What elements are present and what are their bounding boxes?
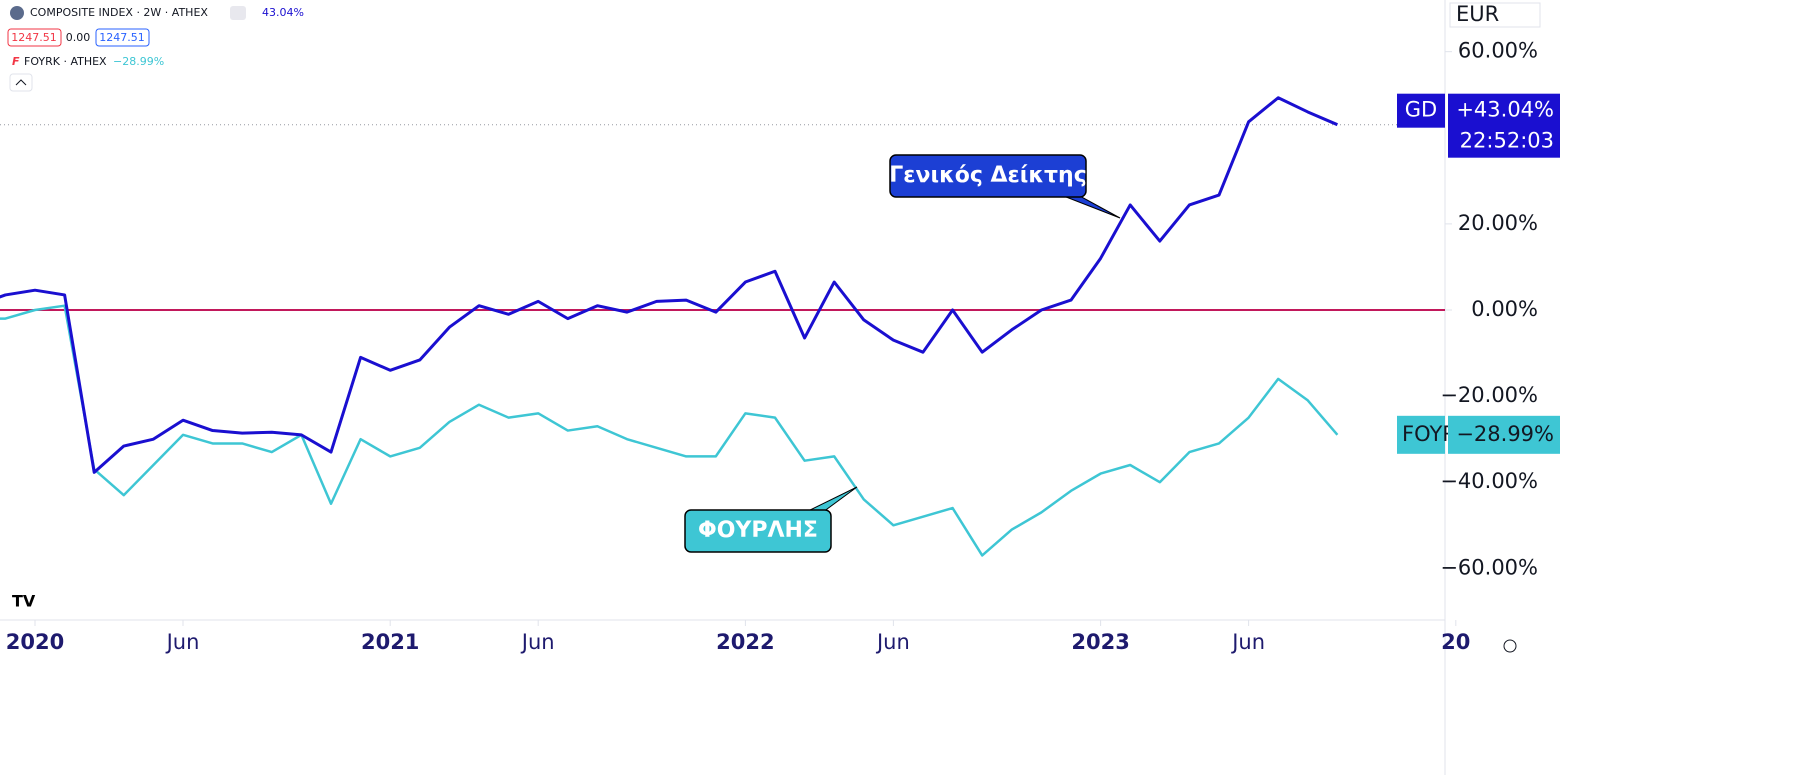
last-value-label: −28.99% <box>1456 422 1554 446</box>
settings-icon[interactable] <box>1503 639 1517 653</box>
series-line <box>0 304 1339 557</box>
y-tick-label: 20.00% <box>1458 211 1538 235</box>
ask-box[interactable] <box>95 28 150 47</box>
y-tick-label: −40.00% <box>1440 469 1538 493</box>
collapse-button[interactable] <box>9 73 33 92</box>
series-tag-name: GD <box>1405 98 1437 122</box>
x-tick-label: Jun <box>1230 630 1265 654</box>
eye-button[interactable] <box>230 6 246 20</box>
symbol-change: 43.04% <box>262 6 304 19</box>
x-tick-label: Jun <box>165 630 200 654</box>
y-tick-label: 60.00% <box>1458 39 1538 63</box>
callout-box <box>889 154 1087 198</box>
x-tick-label: 2022 <box>716 630 774 654</box>
x-tick-label: Jun <box>520 630 555 654</box>
spread: 0.00 <box>66 31 91 44</box>
tv-logo: TV <box>12 592 36 611</box>
y-tick-label: −20.00% <box>1440 383 1538 407</box>
countdown: 22:52:03 <box>1460 129 1554 153</box>
y-tick-label: 0.00% <box>1471 297 1538 321</box>
callout-text: ΦΟΥΡΛΗΣ <box>698 518 818 543</box>
ask: 1247.51 <box>99 31 145 44</box>
symbol: COMPOSITE INDEX · 2W · ATHEX <box>30 6 208 19</box>
y-tick-label: −60.00% <box>1440 555 1538 579</box>
callout-box <box>684 509 832 553</box>
x-tick-label: 2020 <box>6 630 64 654</box>
last-value-tag <box>1448 93 1560 158</box>
symbol-icon <box>10 6 24 20</box>
x-tick-label: Jun <box>875 630 910 654</box>
series-line <box>0 96 1338 474</box>
x-tick-label: 2023 <box>1071 630 1129 654</box>
bid: 1247.51 <box>11 31 57 44</box>
collapse-icon <box>15 79 27 86</box>
last-value-tag <box>1448 415 1560 454</box>
series-tag <box>1397 415 1445 454</box>
compare-symbol: FOYRK · ATHEX <box>24 55 107 68</box>
series-tag <box>1397 93 1445 128</box>
x-tick-label: 20 <box>1441 630 1470 654</box>
x-tick-label: 2021 <box>361 630 419 654</box>
bid-box[interactable] <box>7 28 62 47</box>
last-value-label: +43.04% <box>1456 98 1554 122</box>
compare-icon: F <box>12 55 20 68</box>
currency: EUR <box>1456 2 1499 26</box>
callout-text: Γενικός Δείκτης <box>889 163 1086 188</box>
compare-change: −28.99% <box>113 55 164 68</box>
currency-box[interactable] <box>1449 2 1541 28</box>
